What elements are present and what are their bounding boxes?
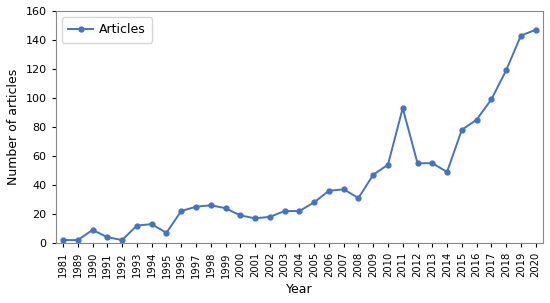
Articles xyxy=(399,106,406,110)
Articles xyxy=(178,209,184,213)
Articles xyxy=(237,214,244,217)
Articles xyxy=(163,231,170,235)
Articles xyxy=(370,173,377,177)
Articles xyxy=(384,163,391,166)
Articles xyxy=(281,209,288,213)
Articles xyxy=(207,203,214,207)
Y-axis label: Number of articles: Number of articles xyxy=(7,69,20,185)
Articles xyxy=(355,196,362,200)
Articles xyxy=(488,98,494,101)
Articles xyxy=(60,238,67,242)
Articles xyxy=(134,224,140,227)
Articles xyxy=(296,209,303,213)
Articles xyxy=(252,217,258,220)
Articles xyxy=(503,68,509,72)
Articles xyxy=(326,189,332,193)
Articles xyxy=(518,34,524,37)
Articles xyxy=(414,161,421,165)
Articles xyxy=(474,118,480,122)
Line: Articles: Articles xyxy=(60,27,538,242)
Articles xyxy=(459,128,465,132)
X-axis label: Year: Year xyxy=(286,283,312,296)
Legend: Articles: Articles xyxy=(62,17,152,43)
Articles xyxy=(267,215,273,219)
Articles xyxy=(532,28,539,32)
Articles xyxy=(340,188,347,191)
Articles xyxy=(119,238,125,242)
Articles xyxy=(444,170,450,174)
Articles xyxy=(311,201,317,204)
Articles xyxy=(222,206,229,210)
Articles xyxy=(89,228,96,232)
Articles xyxy=(74,238,81,242)
Articles xyxy=(429,161,436,165)
Articles xyxy=(192,205,199,208)
Articles xyxy=(104,235,111,239)
Articles xyxy=(148,222,155,226)
